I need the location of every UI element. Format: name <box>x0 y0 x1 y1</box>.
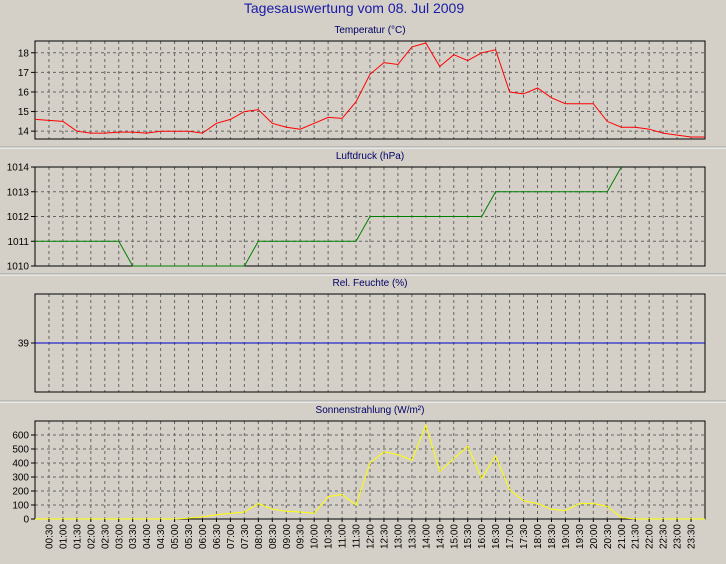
x-tick-label: 08:30 <box>268 524 279 549</box>
y-tick-label: 16 <box>18 87 30 98</box>
y-tick-label: 14 <box>18 127 30 138</box>
x-tick-label: 10:00 <box>310 524 321 549</box>
plot-frame <box>34 40 706 140</box>
y-tick-label: 1010 <box>7 262 30 273</box>
x-tick-label: 12:30 <box>379 524 390 549</box>
x-tick-label: 09:30 <box>296 524 307 549</box>
x-tick-label: 18:30 <box>547 524 558 549</box>
x-tick-label: 13:00 <box>393 524 404 549</box>
x-tick-label: 16:00 <box>477 524 488 549</box>
y-tick-label: 15 <box>18 107 30 118</box>
series-line <box>34 42 705 138</box>
y-tick-label: 18 <box>18 48 30 59</box>
x-tick-label: 23:00 <box>673 524 684 549</box>
x-tick-label: 06:30 <box>212 524 223 549</box>
x-tick-label: 03:00 <box>114 524 125 549</box>
y-tick-label: 600 <box>12 431 29 442</box>
x-tick-label: 20:30 <box>603 524 614 549</box>
x-tick-label: 14:00 <box>421 524 432 549</box>
x-tick-label: 22:30 <box>659 524 670 549</box>
x-tick-label: 01:00 <box>58 524 69 549</box>
y-tick-label: 300 <box>12 473 29 484</box>
y-tick-label: 100 <box>12 501 29 512</box>
x-tick-label: 02:00 <box>86 524 97 549</box>
x-tick-label: 10:30 <box>324 524 335 549</box>
x-tick-label: 17:00 <box>505 524 516 549</box>
x-tick-label: 05:00 <box>170 524 181 549</box>
x-tick-label: 19:30 <box>575 524 586 549</box>
x-tick-label: 22:00 <box>645 524 656 549</box>
y-tick-label: 0 <box>23 515 29 526</box>
panel-title: Sonnenstrahlung (W/m²) <box>316 405 425 416</box>
x-tick-label: 16:30 <box>491 524 502 549</box>
x-tick-label: 04:30 <box>156 524 167 549</box>
page-title: Tagesauswertung vom 08. Jul 2009 <box>244 0 464 16</box>
x-tick-label: 03:30 <box>128 524 139 549</box>
x-tick-label: 14:30 <box>435 524 446 549</box>
x-tick-label: 00:30 <box>44 524 55 549</box>
x-tick-label: 20:00 <box>589 524 600 549</box>
panel-title: Luftdruck (hPa) <box>336 151 404 162</box>
y-tick-label: 39 <box>18 339 30 350</box>
x-tick-label: 05:30 <box>184 524 195 549</box>
y-tick-label: 1012 <box>7 212 30 223</box>
y-tick-label: 17 <box>18 68 30 79</box>
y-tick-label: 400 <box>12 459 29 470</box>
x-tick-label: 18:00 <box>533 524 544 549</box>
x-tick-label: 08:00 <box>254 524 265 549</box>
x-tick-label: 15:00 <box>449 524 460 549</box>
x-tick-label: 11:30 <box>352 524 363 549</box>
series-line <box>35 423 705 520</box>
x-tick-label: 19:00 <box>561 524 572 549</box>
x-tick-label: 21:00 <box>617 524 628 549</box>
x-tick-label: 21:30 <box>631 524 642 549</box>
x-tick-label: 07:00 <box>226 524 237 549</box>
y-tick-label: 1011 <box>7 237 29 248</box>
y-tick-label: 500 <box>12 445 29 456</box>
x-tick-label: 01:30 <box>72 524 83 549</box>
y-tick-label: 1014 <box>7 163 30 174</box>
y-tick-label: 200 <box>12 487 29 498</box>
x-tick-label: 02:30 <box>100 524 111 549</box>
x-tick-label: 04:00 <box>142 524 153 549</box>
x-tick-label: 15:30 <box>463 524 474 549</box>
x-tick-label: 07:30 <box>240 524 251 549</box>
x-tick-label: 23:30 <box>687 524 698 549</box>
x-tick-label: 06:00 <box>198 524 209 549</box>
x-tick-label: 13:30 <box>407 524 418 549</box>
panel-title: Rel. Feuchte (%) <box>332 278 407 289</box>
x-tick-label: 09:00 <box>282 524 293 549</box>
x-tick-label: 12:00 <box>366 524 377 549</box>
x-tick-label: 17:30 <box>519 524 530 549</box>
panel-title: Temperatur (°C) <box>334 25 405 36</box>
y-tick-label: 1013 <box>7 187 30 198</box>
series-line <box>35 166 622 267</box>
x-tick-label: 11:00 <box>338 524 349 549</box>
